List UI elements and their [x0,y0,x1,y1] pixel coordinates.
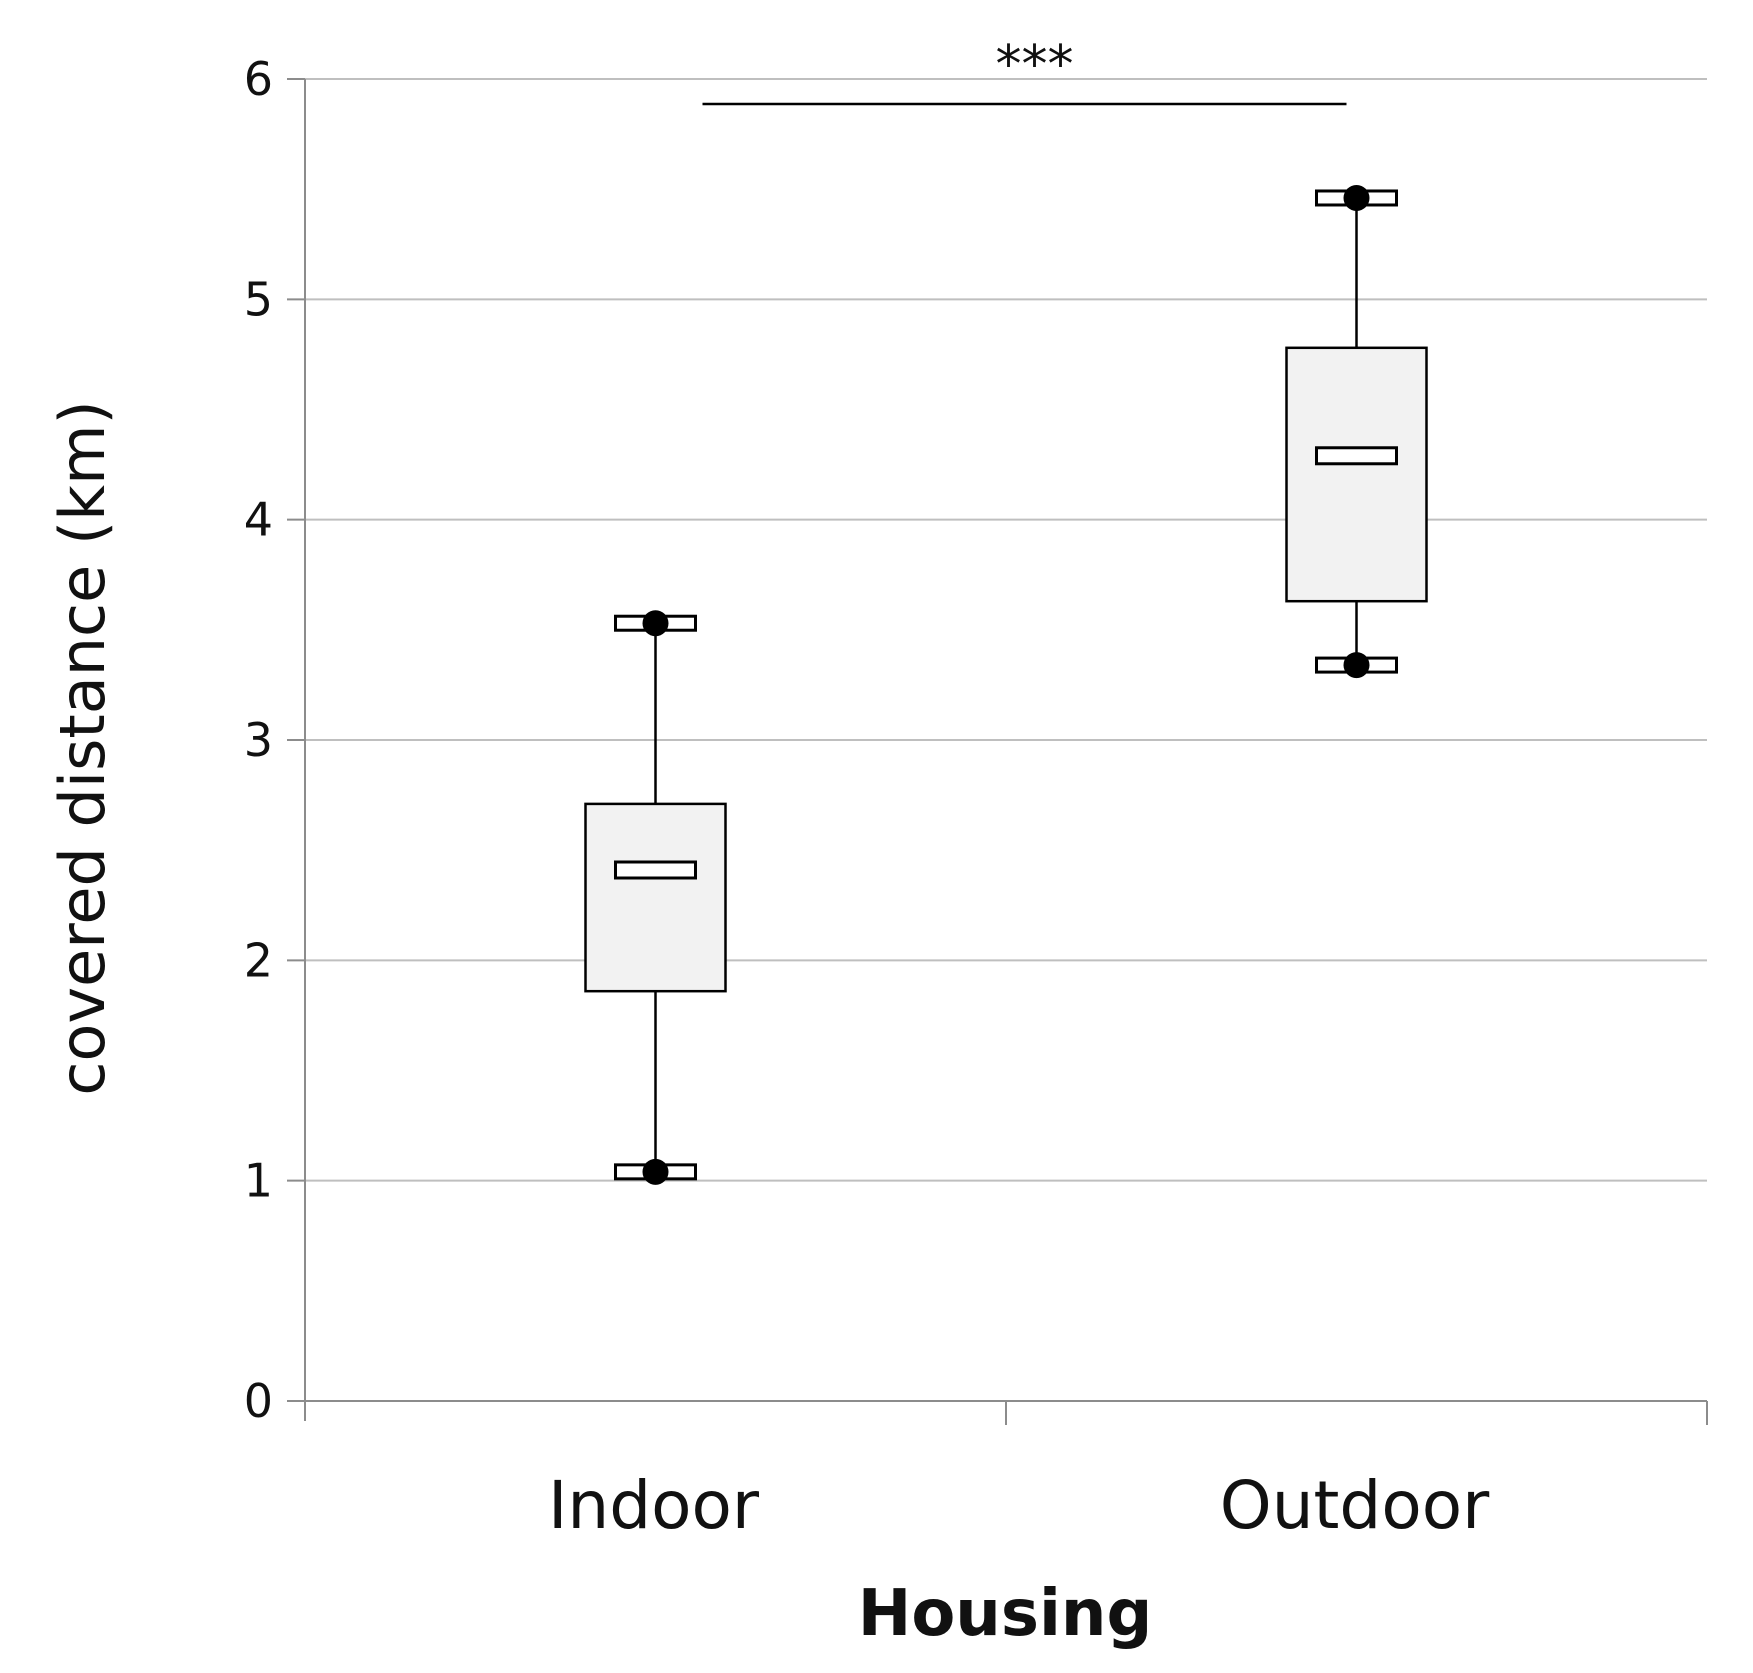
axes [287,78,1708,1425]
y-tick-label: 0 [244,1374,273,1428]
median-marker [614,860,697,880]
x-axis-title: Housing [858,1577,1153,1651]
significance-bracket: *** [702,35,1347,106]
x-category-label: Indoor [548,1467,760,1544]
y-axis-title: covered distance (km) [46,400,119,1095]
box-indoor [584,610,727,1185]
iqr-box [584,802,727,993]
median-marker [1315,446,1398,466]
y-tick-label: 1 [244,1154,273,1208]
max-point [1343,184,1370,211]
y-tick-label: 5 [244,272,273,326]
x-category-label: Outdoor [1220,1467,1490,1544]
iqr-box [1285,346,1428,603]
boxes [584,184,1428,1185]
gridlines [305,78,1707,1182]
x-category-labels: Indoor Outdoor [548,1467,1490,1544]
y-tick-labels: 0 1 2 3 4 5 6 [244,52,273,1428]
y-tick-label: 4 [244,493,273,547]
significance-label: *** [996,35,1074,95]
min-point [642,1158,669,1185]
y-tick-label: 2 [244,933,273,987]
y-tick-label: 3 [244,713,273,767]
y-tick-label: 6 [244,52,273,106]
min-point [1343,652,1370,679]
max-point [642,610,669,637]
box-outdoor [1285,184,1428,679]
